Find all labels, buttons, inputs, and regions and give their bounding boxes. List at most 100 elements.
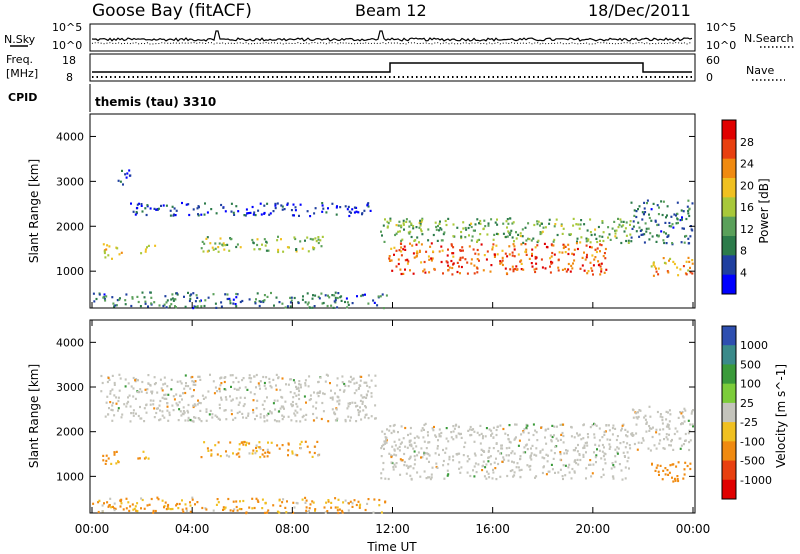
- heatmap-cell: [430, 242, 433, 245]
- heatmap-cell: [103, 293, 106, 296]
- heatmap-cell: [655, 428, 658, 431]
- colorbar-segment: [722, 197, 736, 218]
- heatmap-cell: [274, 204, 277, 207]
- heatmap-cell: [327, 420, 330, 423]
- heatmap-cell: [305, 499, 308, 502]
- heatmap-cell: [514, 268, 517, 271]
- heatmap-cell: [216, 453, 219, 456]
- heatmap-cell: [333, 411, 336, 414]
- heatmap-cell: [474, 454, 477, 457]
- heatmap-cell: [131, 297, 134, 300]
- heatmap-cell: [397, 262, 400, 266]
- heatmap-cell: [253, 211, 256, 214]
- heatmap-cell: [336, 400, 339, 403]
- heatmap-cell: [295, 501, 298, 505]
- heatmap-cell: [214, 302, 217, 305]
- heatmap-cell: [640, 233, 643, 236]
- heatmap-cell: [564, 267, 567, 271]
- heatmap-cell: [350, 211, 352, 214]
- heatmap-cell: [440, 245, 443, 248]
- heatmap-cell: [644, 418, 647, 421]
- heatmap-cell: [513, 248, 516, 251]
- heatmap-cell: [691, 229, 694, 232]
- heatmap-cell: [466, 272, 469, 275]
- heatmap-cell: [289, 378, 292, 381]
- heatmap-cell: [336, 506, 339, 509]
- heatmap-cell: [103, 250, 106, 253]
- heatmap-cell: [270, 386, 273, 389]
- heatmap-cell: [687, 269, 690, 272]
- heatmap-cell: [600, 262, 603, 265]
- heatmap-cell: [672, 480, 675, 483]
- heatmap-cell: [242, 404, 245, 408]
- heatmap-cell: [468, 234, 470, 237]
- heatmap-cell: [132, 395, 135, 398]
- freq-label: Freq.: [6, 53, 33, 66]
- heatmap-cell: [133, 507, 136, 510]
- heatmap-cell: [551, 424, 554, 427]
- heatmap-cell: [284, 400, 287, 403]
- heatmap-cell: [291, 405, 294, 408]
- heatmap-cell: [496, 218, 498, 221]
- heatmap-cell: [539, 451, 542, 454]
- heatmap-cell: [689, 235, 692, 238]
- heatmap-cell: [621, 478, 624, 481]
- heatmap-cell: [313, 247, 316, 250]
- heatmap-cell: [131, 503, 134, 506]
- heatmap-cell: [185, 507, 188, 510]
- colorbar-segment: [722, 345, 736, 365]
- heatmap-cell: [117, 460, 119, 463]
- heatmap-cell: [447, 248, 449, 251]
- heatmap-cell: [654, 469, 657, 472]
- heatmap-cell: [105, 459, 108, 462]
- heatmap-cell: [677, 461, 680, 464]
- heatmap-cell: [313, 391, 315, 394]
- heatmap-cell: [527, 222, 530, 225]
- scatter-region: [92, 291, 388, 310]
- heatmap-cell: [459, 272, 461, 275]
- heatmap-cell: [165, 508, 168, 511]
- heatmap-cell: [628, 467, 630, 470]
- heatmap-cell: [410, 223, 413, 226]
- heatmap-cell: [629, 447, 632, 450]
- heatmap-cell: [412, 225, 415, 228]
- heatmap-cell: [181, 508, 184, 511]
- heatmap-cell: [171, 205, 174, 208]
- heatmap-cell: [665, 433, 668, 436]
- scatter-region: [102, 450, 120, 465]
- heatmap-cell: [421, 219, 424, 222]
- heatmap-cell: [515, 423, 518, 426]
- colorbar-tick-label: -100: [740, 435, 765, 448]
- heatmap-cell: [564, 245, 567, 248]
- heatmap-cell: [491, 246, 494, 249]
- heatmap-cell: [534, 429, 537, 432]
- heatmap-cell: [272, 504, 275, 507]
- heatmap-cell: [366, 204, 369, 207]
- heatmap-cell: [335, 206, 338, 209]
- heatmap-cell: [167, 419, 170, 422]
- heatmap-cell: [116, 247, 119, 250]
- heatmap-cell: [611, 462, 614, 465]
- heatmap-cell: [220, 382, 223, 385]
- heatmap-cell: [401, 238, 404, 241]
- heatmap-cell: [594, 456, 597, 459]
- heatmap-cell: [604, 462, 607, 465]
- heatmap-cell: [518, 469, 521, 472]
- heatmap-cell: [293, 236, 296, 239]
- heatmap-cell: [166, 405, 169, 408]
- heatmap-cell: [124, 303, 127, 306]
- heatmap-cell: [257, 500, 260, 503]
- heatmap-cell: [487, 450, 490, 453]
- heatmap-cell: [649, 449, 652, 452]
- heatmap-cell: [223, 508, 226, 511]
- heatmap-cell: [641, 218, 644, 221]
- heatmap-cell: [126, 172, 129, 175]
- heatmap-cell: [218, 407, 221, 410]
- heatmap-cell: [139, 305, 142, 308]
- heatmap-cell: [607, 424, 610, 427]
- heatmap-cell: [385, 436, 388, 439]
- heatmap-cell: [342, 390, 345, 393]
- heatmap-cell: [206, 447, 209, 450]
- heatmap-cell: [111, 388, 114, 391]
- heatmap-cell: [561, 251, 564, 254]
